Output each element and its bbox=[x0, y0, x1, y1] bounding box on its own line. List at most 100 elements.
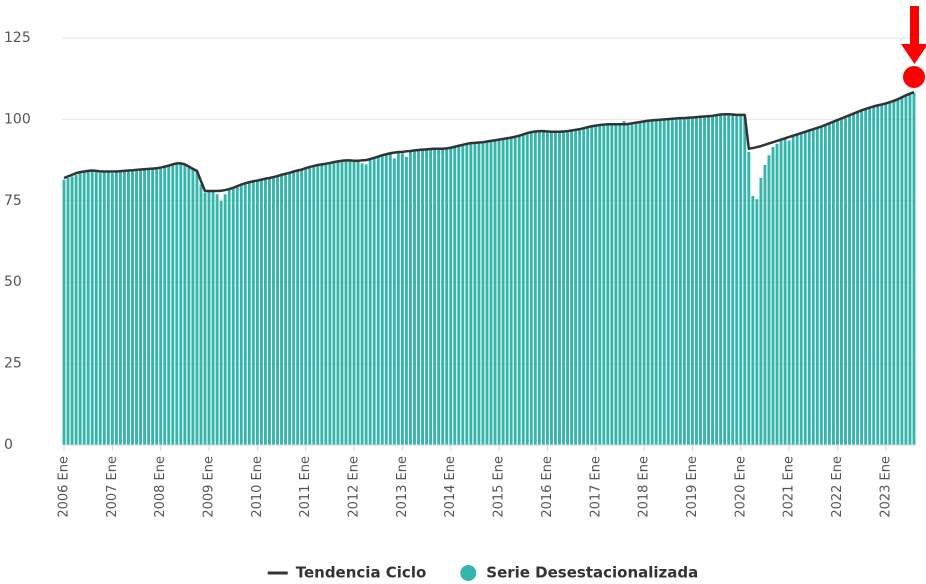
bar bbox=[380, 155, 384, 445]
bar bbox=[739, 114, 743, 446]
bar bbox=[135, 170, 138, 445]
bar bbox=[755, 199, 759, 445]
bar bbox=[223, 194, 227, 445]
bar bbox=[272, 177, 275, 445]
bar bbox=[376, 156, 380, 445]
bar bbox=[86, 171, 90, 445]
bar bbox=[723, 113, 727, 446]
bar bbox=[235, 186, 239, 445]
bar bbox=[348, 161, 352, 446]
bar bbox=[143, 169, 147, 446]
bar bbox=[417, 149, 420, 445]
bar bbox=[497, 138, 501, 445]
bar bbox=[102, 171, 106, 445]
bar bbox=[586, 126, 590, 445]
bar bbox=[155, 168, 159, 445]
bar bbox=[779, 140, 783, 445]
legend-item: Serie Desestacionalizada bbox=[460, 564, 698, 582]
bar bbox=[860, 109, 864, 445]
bar bbox=[191, 168, 195, 446]
bar bbox=[106, 171, 110, 445]
bar bbox=[638, 121, 642, 445]
bar bbox=[199, 184, 203, 445]
bar bbox=[131, 170, 134, 446]
bar bbox=[610, 124, 614, 446]
x-tick-label: 2010 Ene bbox=[250, 456, 265, 518]
bar bbox=[558, 131, 561, 446]
plot: 0 25 50 75 100 125 2006 Ene 2007 Ene 2008 Ene 200… bbox=[4, 30, 916, 518]
bar bbox=[183, 164, 187, 445]
bar bbox=[670, 118, 674, 446]
bar bbox=[707, 116, 710, 445]
bar bbox=[300, 168, 304, 445]
bar bbox=[70, 176, 74, 445]
bar bbox=[413, 151, 416, 445]
bar bbox=[634, 122, 638, 445]
bar bbox=[139, 168, 143, 445]
bar bbox=[296, 170, 300, 446]
bar bbox=[304, 168, 308, 446]
bar bbox=[268, 178, 271, 445]
bar bbox=[384, 154, 388, 445]
bar bbox=[795, 134, 799, 445]
y-tick-label: 75 bbox=[4, 193, 22, 209]
x-tick-label: 2006 Ene bbox=[57, 456, 72, 518]
bar bbox=[433, 148, 437, 445]
bar bbox=[674, 118, 678, 445]
bar bbox=[650, 120, 654, 446]
bar bbox=[578, 128, 582, 445]
bar bbox=[562, 131, 565, 445]
bar bbox=[549, 130, 553, 445]
bar bbox=[336, 161, 340, 446]
legend-label: Tendencia Ciclo bbox=[296, 564, 427, 582]
bar bbox=[421, 150, 424, 445]
bar bbox=[211, 191, 215, 445]
legend-label: Serie Desestacionalizada bbox=[486, 564, 698, 582]
bar bbox=[404, 156, 408, 445]
bar bbox=[537, 131, 541, 445]
bar bbox=[719, 114, 723, 446]
bar bbox=[179, 162, 183, 445]
bar bbox=[292, 171, 296, 445]
bar bbox=[529, 131, 533, 445]
bar bbox=[912, 92, 916, 445]
bar bbox=[340, 161, 344, 445]
bar bbox=[751, 195, 755, 445]
bar bbox=[630, 122, 634, 445]
bar bbox=[477, 142, 481, 445]
x-tick-label: 2009 Ene bbox=[202, 456, 217, 518]
bar bbox=[62, 179, 66, 446]
bar bbox=[666, 119, 670, 446]
bar bbox=[263, 178, 267, 446]
bar bbox=[606, 123, 610, 445]
bar bbox=[852, 112, 856, 445]
bar bbox=[175, 163, 179, 445]
bar bbox=[171, 164, 175, 445]
bar bbox=[219, 200, 223, 445]
bar bbox=[163, 166, 167, 445]
x-tick-label: 2017 Ene bbox=[588, 456, 603, 518]
bar bbox=[457, 146, 461, 446]
bar bbox=[74, 174, 78, 445]
bar bbox=[513, 136, 517, 445]
x-tick-label: 2011 Ene bbox=[298, 456, 313, 518]
trend-line bbox=[63, 90, 915, 193]
x-tick-label: 2016 Ene bbox=[540, 456, 555, 518]
bar bbox=[533, 131, 537, 446]
bar bbox=[590, 125, 594, 446]
x-tick-label: 2020 Ene bbox=[733, 456, 748, 518]
bar bbox=[437, 148, 441, 446]
bar bbox=[594, 125, 598, 446]
bar bbox=[827, 122, 831, 445]
x-tick-label: 2007 Ene bbox=[105, 456, 120, 518]
bar bbox=[642, 122, 646, 446]
x-tick-label: 2018 Ene bbox=[637, 456, 652, 518]
bar bbox=[690, 118, 694, 446]
bar bbox=[159, 168, 163, 445]
bar bbox=[167, 164, 171, 445]
x-tick-label: 2021 Ene bbox=[782, 456, 797, 518]
bar bbox=[783, 138, 787, 445]
bar bbox=[823, 124, 827, 445]
y-tick-label: 0 bbox=[4, 437, 13, 453]
